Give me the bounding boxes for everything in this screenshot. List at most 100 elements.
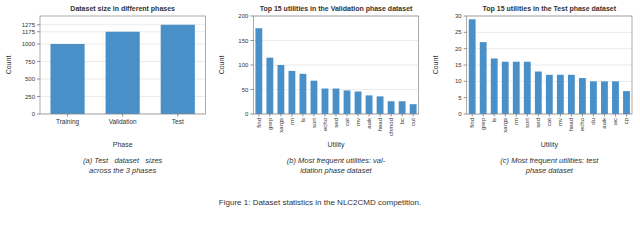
subcaption-line: (a) Test dataset sizes — [83, 156, 163, 165]
tick-label: sed — [333, 118, 339, 128]
tick-mark — [250, 114, 253, 115]
bar — [344, 90, 351, 114]
bar — [469, 19, 476, 114]
tick-mark — [464, 97, 467, 98]
tick-mark — [472, 114, 473, 117]
tick-label: grep — [480, 117, 486, 130]
tick-mark — [582, 114, 583, 117]
bar — [513, 62, 520, 114]
tick-label: 500 — [25, 76, 36, 82]
tick-label: rm — [289, 118, 295, 125]
caption: Figure 1: Dataset statistics in the NLC2… — [219, 198, 421, 207]
tick-label: 100 — [238, 62, 249, 68]
axis-label: Phase — [113, 141, 133, 148]
bar — [266, 58, 273, 114]
tick-label: 250 — [25, 94, 36, 100]
plot-area — [467, 16, 632, 114]
tick-label: awk — [601, 117, 607, 129]
tick-mark — [313, 114, 314, 117]
tick-label: chmod — [388, 118, 394, 136]
bar — [480, 42, 487, 114]
bar — [399, 101, 406, 114]
tick-label: 50 — [242, 87, 249, 93]
tick-mark — [269, 114, 270, 117]
subcaption-line: (c) Most frequent utilities: test — [500, 156, 599, 165]
bar — [568, 75, 575, 114]
plot-frame — [40, 16, 205, 114]
tick-mark — [527, 114, 528, 117]
bar — [502, 62, 509, 114]
tick-mark — [464, 48, 467, 49]
tick-mark — [37, 24, 40, 25]
subcaption-line: phase dataset — [525, 166, 574, 175]
axis-label: Count — [218, 56, 225, 75]
bar — [524, 62, 531, 114]
tick-label: Validation — [109, 118, 137, 125]
panel: 0250500750100011751275TrainingValidation… — [5, 5, 205, 175]
grid-line — [253, 40, 418, 41]
tick-label: 10 — [455, 78, 462, 84]
tick-label: mv — [355, 118, 361, 126]
grid-line — [467, 32, 632, 33]
tick-label: 30 — [455, 13, 462, 19]
tick-label: echo — [322, 117, 328, 131]
bar — [491, 58, 498, 114]
tick-mark — [464, 16, 467, 17]
tick-label: du — [590, 118, 596, 125]
tick-label: rm — [513, 118, 519, 125]
title: Top 15 utilities in the Validation phase… — [260, 5, 413, 13]
bar — [388, 101, 395, 114]
tick-mark — [258, 114, 259, 117]
bar — [322, 89, 329, 114]
tick-label: 150 — [238, 38, 249, 44]
tick-mark — [37, 61, 40, 62]
tick-label: grep — [267, 117, 273, 130]
tick-label: 200 — [238, 13, 249, 19]
tick-mark — [250, 16, 253, 17]
tick-mark — [358, 114, 359, 117]
tick-label: awk — [366, 117, 372, 129]
axis-label: Utility — [541, 141, 559, 149]
tick-mark — [593, 114, 594, 117]
tick-mark — [464, 32, 467, 33]
bar — [612, 81, 619, 114]
subcaption: (b) Most frequent utilities: val-idation… — [287, 156, 386, 175]
tick-mark — [560, 114, 561, 117]
bars — [255, 28, 416, 114]
tick-label: cut — [410, 118, 416, 126]
title: Top 15 utilities in the Test phase datas… — [483, 5, 617, 13]
tick-mark — [250, 89, 253, 90]
tick-mark — [250, 65, 253, 66]
plot-area — [253, 16, 418, 114]
bar — [557, 75, 564, 114]
subcaption: (a) Test dataset sizesacross the 3 phase… — [83, 156, 163, 175]
tick-mark — [347, 114, 348, 117]
panel: 051015202530findgreplsxargsrmsortsedcatm… — [432, 5, 632, 175]
tick-label: find — [469, 118, 475, 128]
tick-mark — [37, 114, 40, 115]
bar — [333, 89, 340, 114]
tick-mark — [250, 40, 253, 41]
tick-mark — [413, 114, 414, 117]
tick-label: 0 — [458, 111, 462, 117]
tick-label: 0 — [32, 111, 36, 117]
tick-label: find — [256, 118, 262, 128]
tick-mark — [37, 44, 40, 45]
bar — [377, 96, 384, 114]
tick-mark — [516, 114, 517, 117]
bar — [601, 81, 608, 114]
tick-label: 5 — [458, 95, 462, 101]
bar — [311, 81, 318, 114]
axis-label: Count — [5, 56, 12, 75]
tick-mark — [391, 114, 392, 117]
bar — [623, 91, 630, 114]
tick-label: cat — [546, 118, 552, 126]
tick-label: Training — [56, 118, 80, 126]
bars — [50, 25, 194, 114]
bars — [469, 19, 630, 114]
bar — [300, 74, 307, 114]
tick-label: sort — [311, 118, 317, 128]
bar — [546, 75, 553, 114]
tick-label: sed — [535, 118, 541, 128]
tick-mark — [571, 114, 572, 117]
